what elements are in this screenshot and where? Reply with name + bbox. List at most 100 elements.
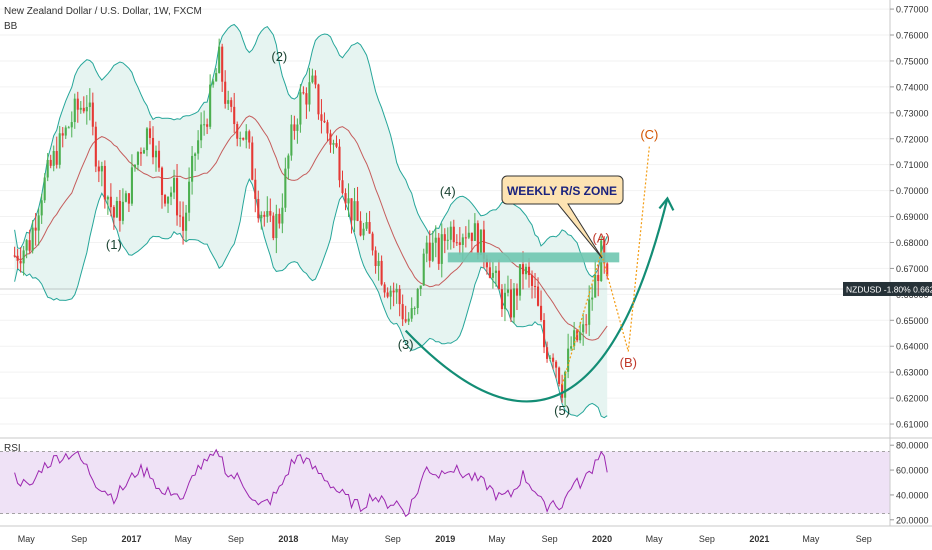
candle-body bbox=[392, 290, 395, 293]
candle-body bbox=[455, 242, 458, 244]
candle-body bbox=[206, 124, 209, 127]
candle-body bbox=[305, 93, 308, 105]
candle-body bbox=[500, 289, 503, 310]
time-tick-label: Sep bbox=[71, 534, 87, 544]
candle-body bbox=[245, 131, 248, 140]
candle-body bbox=[317, 84, 320, 115]
candle-body bbox=[365, 222, 368, 229]
rsi-line bbox=[14, 448, 608, 518]
candle-body bbox=[419, 285, 422, 289]
candle-body bbox=[344, 193, 347, 204]
candle-body bbox=[561, 383, 564, 398]
candle-body bbox=[179, 215, 182, 217]
candle-body bbox=[55, 151, 58, 165]
price-tag: NZDUSD -1.80% 0.66207 bbox=[843, 281, 932, 296]
candle-body bbox=[118, 200, 121, 221]
candle-body bbox=[154, 150, 158, 158]
candle-body bbox=[13, 255, 16, 257]
zone-callout-text: WEEKLY R/S ZONE bbox=[507, 184, 617, 198]
candle-body bbox=[49, 159, 52, 166]
candle-body bbox=[380, 260, 383, 285]
candle-body bbox=[281, 207, 284, 224]
candle-body bbox=[485, 258, 488, 268]
candle-body bbox=[552, 357, 555, 362]
candle-body bbox=[506, 289, 510, 293]
candle-body bbox=[70, 122, 73, 128]
candle-body bbox=[260, 214, 263, 219]
candle-body bbox=[536, 286, 540, 306]
candle-body bbox=[100, 165, 103, 172]
candle-body bbox=[61, 133, 64, 136]
candle-body bbox=[233, 106, 236, 125]
candle-body bbox=[257, 198, 260, 219]
price-tick-label: 0.76000 bbox=[896, 31, 929, 41]
price-tick-label: 0.67000 bbox=[896, 264, 929, 274]
candle-body bbox=[597, 274, 600, 282]
price-tick-label: 0.61000 bbox=[896, 420, 929, 430]
candle-body bbox=[194, 153, 197, 156]
candle-body bbox=[145, 128, 149, 151]
candle-body bbox=[452, 226, 455, 243]
candle-body bbox=[509, 289, 513, 318]
candle-body bbox=[603, 240, 606, 264]
candle-body bbox=[470, 232, 473, 241]
candle-body bbox=[236, 124, 239, 139]
candle-body bbox=[43, 177, 46, 201]
candle-body bbox=[515, 288, 519, 296]
rsi-layer bbox=[0, 437, 932, 518]
rsi-tick-label: 40.0000 bbox=[896, 490, 929, 500]
candle-body bbox=[383, 284, 386, 293]
candle-body bbox=[482, 229, 485, 259]
time-tick-label: 2018 bbox=[278, 534, 298, 544]
price-tick-label: 0.73000 bbox=[896, 108, 929, 118]
candle-body bbox=[28, 240, 31, 251]
candle-body bbox=[127, 193, 130, 204]
candle-body bbox=[434, 237, 437, 243]
price-tick-label: 0.75000 bbox=[896, 56, 929, 66]
candle-body bbox=[82, 107, 85, 112]
candle-body bbox=[311, 75, 314, 83]
candle-body bbox=[200, 124, 203, 141]
candle-body bbox=[326, 122, 329, 134]
candle-body bbox=[479, 229, 482, 255]
candle-body bbox=[395, 289, 398, 293]
candle-body bbox=[85, 106, 88, 112]
candle-body bbox=[389, 290, 392, 297]
candle-body bbox=[446, 239, 449, 241]
candle-body bbox=[518, 264, 522, 296]
candle-body bbox=[67, 127, 70, 129]
candle-body bbox=[227, 100, 230, 104]
candle-body bbox=[251, 142, 254, 180]
candle-body bbox=[34, 227, 37, 231]
time-tick-label: May bbox=[646, 534, 664, 544]
price-tick-label: 0.65000 bbox=[896, 316, 929, 326]
wave-label: (3) bbox=[398, 337, 414, 352]
candle-body bbox=[488, 267, 491, 278]
time-tick-label: 2020 bbox=[592, 534, 612, 544]
zone-callout-bubble bbox=[501, 175, 624, 259]
candle-body bbox=[437, 237, 440, 264]
candle-body bbox=[230, 100, 233, 107]
candle-body bbox=[52, 151, 55, 166]
rsi-band bbox=[0, 451, 890, 514]
candle-body bbox=[191, 155, 194, 182]
candles-layer bbox=[13, 38, 609, 408]
weekly-rs-zone bbox=[447, 252, 620, 263]
candle-body bbox=[203, 124, 206, 126]
candle-body bbox=[585, 324, 588, 326]
candle-body bbox=[546, 347, 549, 359]
candle-body bbox=[73, 98, 76, 123]
bb-fill bbox=[14, 24, 608, 418]
candle-body bbox=[353, 201, 356, 221]
time-tick-label: Sep bbox=[542, 534, 558, 544]
chart-title: New Zealand Dollar / U.S. Dollar, 1W, FX… bbox=[4, 6, 202, 17]
wave-label: (5) bbox=[554, 403, 570, 418]
candle-body bbox=[242, 137, 245, 140]
candle-body bbox=[579, 332, 582, 341]
candle-body bbox=[160, 167, 164, 195]
rsi-label: RSI bbox=[4, 443, 21, 454]
candle-body bbox=[130, 167, 133, 204]
candle-body bbox=[19, 260, 22, 264]
rsi-tick-label: 80.0000 bbox=[896, 441, 929, 451]
candle-body bbox=[254, 179, 257, 199]
